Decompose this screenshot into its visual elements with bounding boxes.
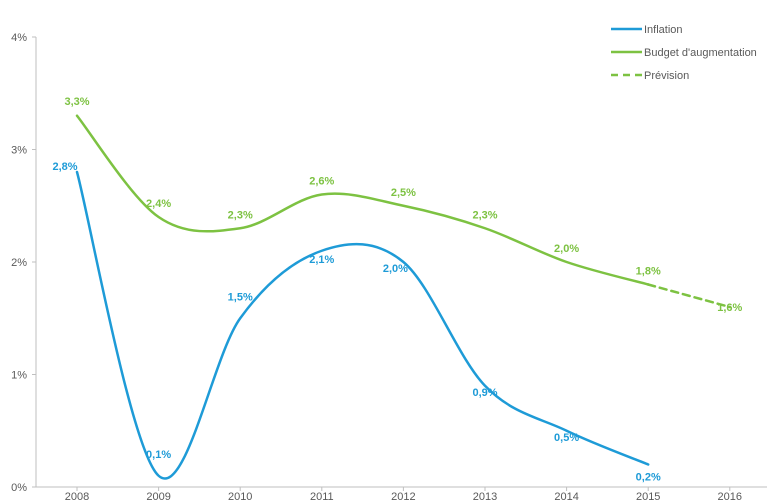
data-label: 0,1%: [146, 449, 171, 461]
y-tick-label: 2%: [11, 257, 27, 269]
x-tick-label: 2010: [228, 491, 252, 503]
series-line-budget: [75, 114, 650, 286]
x-tick-label: 2011: [310, 491, 334, 503]
legend-label: Budget d'augmentation: [644, 47, 757, 59]
data-label: 2,6%: [309, 176, 334, 188]
legend-label: Prévision: [644, 70, 689, 82]
x-tick-label: 2013: [473, 491, 497, 503]
data-label: 2,3%: [228, 209, 253, 221]
series-line-prevision: [646, 283, 732, 309]
y-tick-label: 1%: [11, 370, 27, 382]
x-tick-label: 2012: [391, 491, 415, 503]
chart-axes: 0% 1% 2% 3% 4% 2008 2009 2010 2011 2012 2013 2014 20…: [11, 32, 767, 503]
data-label: 2,1%: [309, 254, 334, 266]
data-label: 2,0%: [554, 243, 579, 255]
y-tick-label: 3%: [11, 145, 27, 157]
y-tick-label: 0%: [11, 482, 27, 494]
x-tick-label: 2014: [554, 491, 578, 503]
x-tick-label: 2008: [65, 491, 89, 503]
data-label: 1,5%: [228, 291, 253, 303]
legend-label: Inflation: [644, 24, 683, 36]
x-tick-label: 2009: [146, 491, 170, 503]
chart-data-labels: 2,8% 0,1% 1,5% 2,1% 2,0% 0,9% 0,5% 0,2% 3,3% 2,4%…: [52, 96, 742, 484]
y-tick-label: 4%: [11, 32, 27, 44]
series-line-inflation: [75, 170, 650, 480]
data-label: 0,9%: [472, 387, 497, 399]
data-label: 1,6%: [717, 302, 742, 314]
data-label: 2,3%: [472, 209, 497, 221]
data-label: 2,5%: [391, 187, 416, 199]
data-label: 2,0%: [383, 263, 408, 275]
data-label: 0,5%: [554, 432, 579, 444]
data-label: 3,3%: [64, 96, 89, 108]
x-tick-label: 2015: [636, 491, 660, 503]
x-tick-label: 2016: [718, 491, 742, 503]
chart-legend: Inflation Budget d'augmentation Prévision: [611, 24, 757, 82]
chart-series: [75, 114, 732, 480]
data-label: 2,4%: [146, 198, 171, 210]
data-label: 0,2%: [636, 472, 661, 484]
data-label: 2,8%: [52, 161, 77, 173]
data-label: 1,8%: [636, 266, 661, 278]
